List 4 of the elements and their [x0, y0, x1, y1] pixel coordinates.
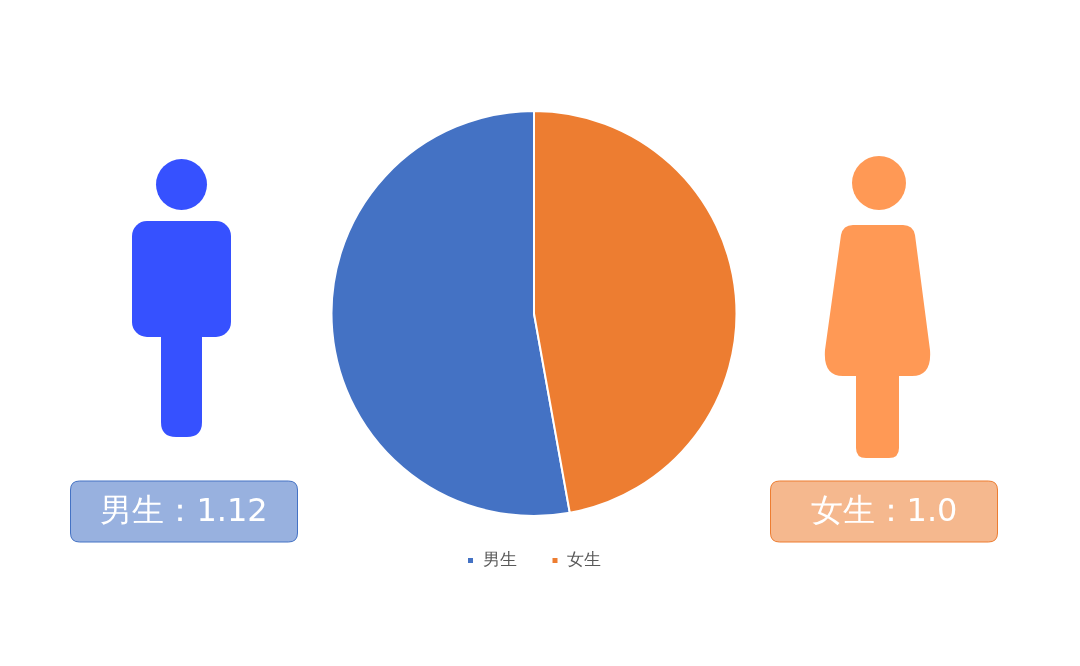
data-label: 女生：1.0 — [810, 490, 958, 529]
data-label: 男生：1.12 — [100, 490, 268, 529]
legend-label: 女生 — [567, 548, 601, 569]
legend-label: 男生 — [482, 548, 517, 569]
